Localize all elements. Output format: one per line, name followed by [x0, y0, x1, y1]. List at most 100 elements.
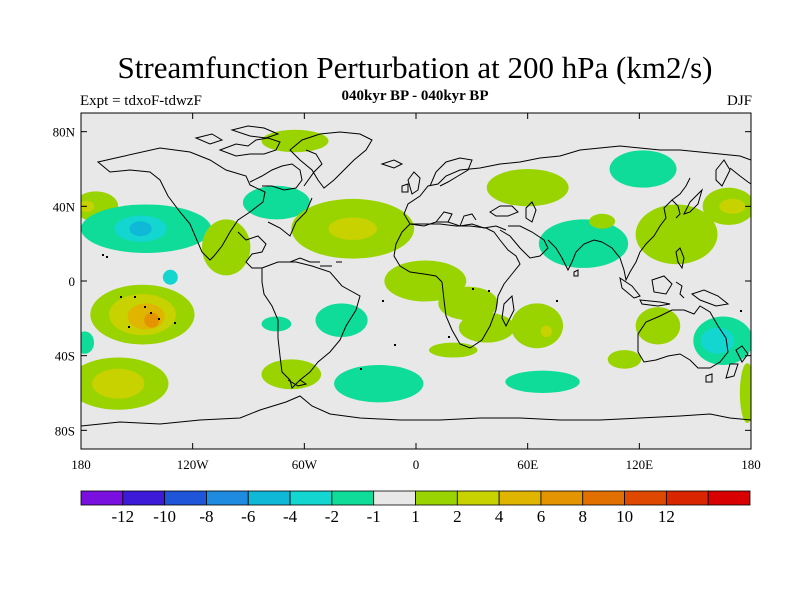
- colorbar-label: 4: [494, 507, 504, 526]
- coast-sri-lanka: [573, 269, 579, 277]
- lon-tick-label: 60W: [292, 457, 318, 472]
- lon-tick-label: 60E: [517, 457, 538, 472]
- coast-british-isles: [407, 171, 421, 195]
- contour-region-pos-1: [635, 204, 718, 265]
- contour-region-neg-2: [162, 269, 178, 285]
- contour-region-pos-1: [486, 169, 569, 207]
- colorbar-swatch: [331, 490, 375, 506]
- lon-tick-label: 180: [741, 457, 761, 472]
- coast-south-america: [261, 261, 361, 389]
- coast-labrador: [303, 149, 323, 187]
- contour-region-pos-1: [607, 350, 642, 369]
- contour-region-neg-1: [81, 331, 95, 354]
- coast-india: [547, 239, 603, 272]
- coast-europe: [403, 145, 751, 225]
- axis-ticks: 80N 40N 0 40S 80S 180 120W 60W 0 60E 120E 180: [53, 113, 761, 472]
- coast-tasmania: [705, 373, 713, 383]
- contour-region-pos-1: [261, 129, 329, 153]
- coast-greenland: [289, 131, 373, 189]
- coast-east-siberia: [729, 167, 751, 185]
- colorbar-swatch: [415, 490, 458, 506]
- contour-region-pos-6: [144, 312, 160, 328]
- coast-gulf-coast: [237, 231, 267, 269]
- colorbar-label: -2: [324, 507, 339, 526]
- coast-kamchatka: [715, 159, 731, 187]
- colorbar-swatch: [206, 490, 249, 506]
- colorbar-swatch: [665, 490, 709, 506]
- colorbar-label: 1: [411, 507, 420, 526]
- contour-region-pos-1: [510, 303, 564, 349]
- colorbar: [80, 490, 751, 506]
- contour-region-pos-1: [429, 342, 478, 358]
- coast-islands: [102, 254, 742, 370]
- coast-japan: [683, 188, 704, 215]
- colorbar-swatch: [289, 490, 333, 506]
- coast-borneo: [651, 275, 673, 295]
- coast-iceland: [380, 159, 404, 169]
- coast-antarctica: [81, 395, 751, 427]
- coast-arabia: [499, 225, 549, 259]
- contour-region-pos-2: [81, 200, 95, 212]
- contour-region-neg-1: [505, 370, 580, 393]
- lat-tick-label: 40S: [55, 349, 75, 364]
- lon-tick-label: 0: [413, 457, 420, 472]
- coast-korea: [671, 199, 681, 219]
- contour-region-pos-1: [589, 213, 616, 229]
- contour-region-pos-1: [458, 312, 515, 343]
- coast-madagascar: [501, 294, 515, 328]
- colorbar-swatch: [540, 490, 584, 506]
- coast-arctic-islands: [218, 137, 281, 157]
- contour-region-neg-1: [609, 150, 677, 188]
- coast-hudson-bay: [249, 163, 303, 191]
- coast-new-guinea: [690, 289, 730, 307]
- contour-region-pos-1: [438, 286, 498, 321]
- contour-region-pos-1: [384, 260, 467, 302]
- contour-region-neg-1: [242, 185, 310, 220]
- coast-tierra-del-fuego: [287, 379, 308, 387]
- colorbar-swatch: [582, 490, 625, 506]
- coast-sumatra: [619, 276, 641, 299]
- lon-tick-label: 120W: [177, 457, 210, 472]
- coast-caribbean: [289, 257, 342, 267]
- coast-australia: [637, 305, 729, 369]
- experiment-label: Expt = tdxoF-tdwzF: [80, 93, 202, 109]
- colorbar-swatch: [164, 490, 207, 506]
- contour-region-pos-1: [261, 359, 322, 390]
- coast-new-zealand: [735, 345, 749, 363]
- colorbar-swatch: [707, 490, 751, 506]
- chart-title: Streamfunction Perturbation at 200 hPa (…: [117, 50, 713, 85]
- lon-tick-label: 120E: [626, 457, 654, 472]
- colorbar-label: 10: [616, 507, 634, 526]
- lat-tick-label: 80S: [55, 423, 75, 438]
- colorbar-label: -8: [199, 507, 214, 526]
- contour-region-pos-2: [719, 198, 746, 214]
- colorbar-swatch: [498, 490, 542, 506]
- coast-africa: [393, 223, 521, 349]
- lat-tick-label: 80N: [53, 125, 76, 140]
- lat-tick-label: 40N: [53, 199, 76, 214]
- coast-north-america: [96, 147, 266, 261]
- colorbar-label: 8: [578, 507, 588, 526]
- contour-region-neg-2: [700, 327, 735, 354]
- contour-region-neg-1: [261, 316, 292, 332]
- season-label: DJF: [726, 93, 752, 109]
- coast-sulawesi: [675, 281, 685, 299]
- colorbar-label: 6: [536, 507, 546, 526]
- colorbar-label: -1: [366, 507, 381, 526]
- colorbar-label: -4: [282, 507, 298, 526]
- contour-region-neg-1: [315, 303, 368, 338]
- coast-philippines: [675, 247, 685, 270]
- contour-region-pos-2: [328, 217, 377, 240]
- colorbar-swatch: [373, 490, 416, 506]
- contour-region-pos-1: [739, 363, 751, 423]
- colorbar-swatch: [456, 490, 500, 506]
- coast-scandinavia: [429, 157, 473, 187]
- colorbar-swatch: [122, 490, 166, 506]
- coast-southeast-asia: [601, 177, 691, 282]
- contour-fill-layer: [81, 129, 751, 423]
- colorbar-swatch: [624, 490, 667, 506]
- chart-subtitle: 040kyr BP - 040kyr BP: [341, 88, 489, 104]
- colorbar-swatch: [80, 490, 124, 506]
- contour-region-pos-2: [92, 368, 145, 399]
